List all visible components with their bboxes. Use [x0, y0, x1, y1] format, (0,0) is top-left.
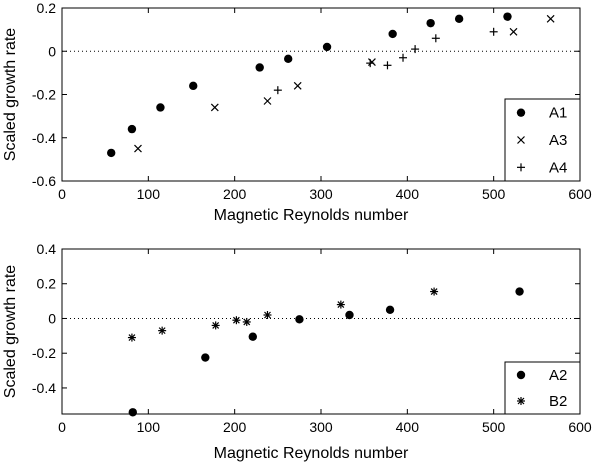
data-point — [107, 148, 116, 158]
data-point — [273, 86, 282, 95]
series-A4 — [273, 27, 498, 95]
x-tick-label: 500 — [482, 419, 506, 435]
data-point — [368, 58, 376, 66]
y-tick-label: 0.2 — [37, 0, 57, 16]
legend-marker — [516, 108, 526, 117]
plot-frame — [61, 7, 581, 182]
data-point — [426, 18, 435, 28]
y-tick-label: -0.4 — [32, 130, 56, 146]
legend-label: A1 — [549, 105, 567, 122]
data-point — [263, 97, 272, 105]
x-tick-label: 200 — [223, 419, 247, 435]
legend-marker — [516, 370, 526, 380]
data-point — [430, 287, 439, 296]
series-A3 — [134, 14, 555, 153]
y-tick-label: 0 — [48, 310, 56, 326]
data-point — [322, 42, 332, 52]
data-point — [385, 305, 395, 314]
x-axis-title: Magnetic Reynolds number — [214, 445, 409, 462]
legend-label: A2 — [549, 367, 567, 384]
data-point — [127, 124, 137, 134]
y-tick-label: -0.6 — [32, 173, 56, 189]
data-point — [509, 27, 518, 36]
x-tick-label: 100 — [137, 186, 161, 202]
data-point — [255, 63, 264, 72]
legend: A2 B2 — [504, 361, 581, 415]
x-tick-label: 600 — [568, 419, 592, 435]
data-point — [232, 316, 241, 325]
y-tick-label: -0.4 — [32, 380, 56, 396]
data-point — [366, 59, 375, 68]
y-tick-label: 0.4 — [37, 241, 57, 257]
y-tick-label: 0.2 — [37, 276, 57, 292]
data-point — [211, 321, 220, 330]
x-tick-label: 0 — [58, 186, 66, 202]
legend-marker — [517, 163, 525, 172]
data-point — [411, 45, 420, 54]
legend-label: B2 — [549, 393, 567, 410]
y-axis-title: Scaled growth rate — [2, 28, 19, 162]
data-point — [248, 332, 257, 341]
data-point — [242, 317, 251, 326]
data-point — [158, 326, 167, 335]
x-tick-label: 400 — [396, 186, 420, 202]
series-A2 — [128, 287, 524, 417]
y-tick-label: 0 — [48, 43, 56, 59]
legend-box — [504, 361, 581, 415]
chart-panel-2: 0 100 200 300 400 500 600 -0.4 -0.2 0 0.2 0.4 Magnet… — [2, 241, 592, 462]
series-A1 — [107, 12, 512, 158]
data-point — [263, 311, 272, 319]
data-point — [295, 315, 304, 324]
data-point — [128, 408, 137, 417]
y-tick-label: -0.2 — [32, 87, 56, 103]
legend-marker — [517, 136, 525, 144]
data-point — [201, 353, 210, 362]
data-point — [134, 144, 142, 153]
x-tick-label: 100 — [137, 419, 161, 435]
x-axis-title: Magnetic Reynolds number — [214, 207, 409, 224]
y-tick-label: -0.2 — [32, 345, 56, 361]
data-point — [189, 81, 198, 91]
x-tick-label: 400 — [396, 419, 420, 435]
data-point — [431, 34, 440, 43]
data-point — [283, 54, 293, 64]
data-point — [399, 53, 408, 62]
chart-panel-1: 0 100 200 300 400 500 600 -0.6 -0.4 -0.2 0 0.2 Magne… — [2, 0, 592, 224]
data-point — [515, 287, 524, 296]
legend-marker — [517, 397, 525, 405]
data-point — [127, 333, 136, 342]
data-point — [503, 12, 512, 21]
data-point — [383, 61, 392, 70]
x-tick-label: 500 — [482, 186, 506, 202]
x-tick-label: 600 — [568, 186, 592, 202]
legend-label: A3 — [549, 132, 567, 149]
y-axis-title: Scaled growth rate — [2, 265, 19, 399]
x-tick-label: 200 — [223, 186, 247, 202]
data-point — [293, 81, 302, 90]
plot-frame — [61, 248, 581, 415]
x-tick-label: 300 — [309, 186, 333, 202]
legend: A1 A3 A4 — [504, 98, 581, 182]
data-point — [156, 103, 165, 112]
x-tick-label: 0 — [58, 419, 66, 435]
legend-label: A4 — [549, 159, 567, 176]
series-B2 — [127, 287, 439, 342]
data-point — [210, 103, 219, 112]
data-point — [489, 27, 498, 36]
legend-box — [504, 98, 581, 182]
x-tick-label: 300 — [309, 419, 333, 435]
data-point — [345, 310, 354, 320]
data-point — [546, 14, 555, 23]
data-point — [336, 300, 345, 309]
data-point — [454, 14, 464, 24]
data-point — [388, 29, 397, 39]
